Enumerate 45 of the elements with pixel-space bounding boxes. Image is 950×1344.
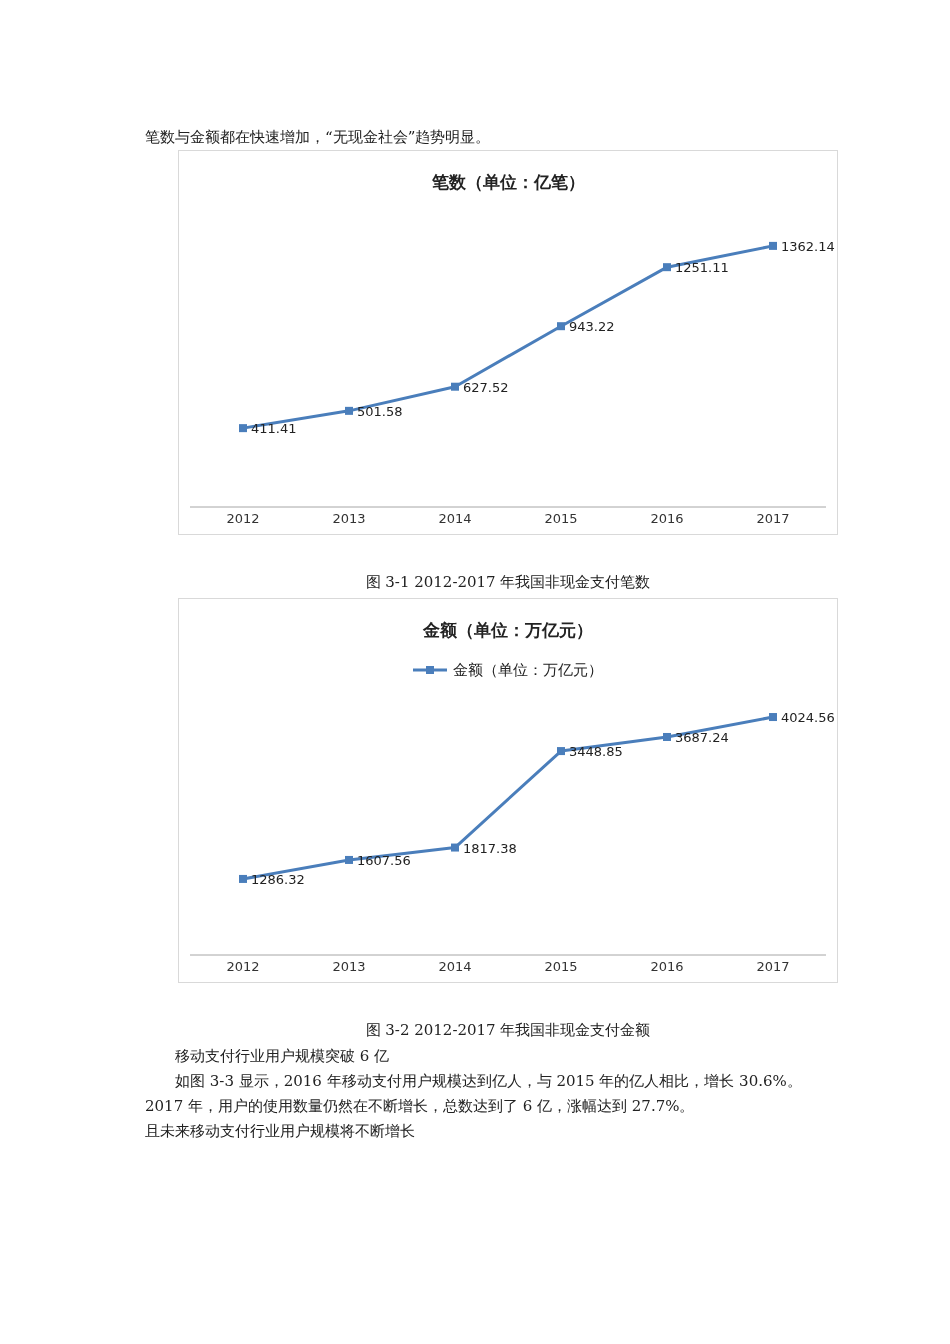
point bbox=[769, 241, 777, 250]
text: 笔数与金额都在快速增加，“无现金社会”趋势明显。 bbox=[145, 127, 492, 148]
point bbox=[239, 424, 247, 433]
x-tick-label: 2013 bbox=[332, 959, 366, 974]
x-tick-label: 2012 bbox=[226, 959, 260, 974]
data-label: 1362.14 bbox=[781, 238, 835, 254]
x-tick-label: 2015 bbox=[544, 511, 578, 526]
point bbox=[451, 843, 459, 852]
legend-label: 金额（单位：万亿元） bbox=[453, 661, 603, 679]
data-label: 411.41 bbox=[251, 421, 297, 437]
chart-title: 笔数（单位：亿笔） bbox=[430, 172, 585, 192]
point bbox=[345, 855, 353, 864]
x-tick-label: 2017 bbox=[756, 511, 790, 526]
x-tick-label: 2017 bbox=[756, 959, 790, 974]
data-label: 627.52 bbox=[463, 379, 509, 395]
x-tick-label: 2013 bbox=[332, 511, 366, 526]
x-tick-label: 2012 bbox=[226, 511, 260, 526]
text: 如图 3-3 显示，2016 年移动支付用户规模达到亿人，与 2015 年的亿人相比，增长 30.6%。2017 年，用户的使用数量仍然在不断增长，总数达到了 6 亿，涨幅达到 27.7%。 bbox=[145, 1071, 803, 1117]
point bbox=[451, 382, 459, 391]
data-label: 3687.24 bbox=[675, 729, 729, 745]
x-tick-label: 2016 bbox=[650, 511, 684, 526]
x-tick-label: 2015 bbox=[544, 959, 578, 974]
point bbox=[663, 732, 671, 741]
data-label: 1817.38 bbox=[463, 840, 517, 856]
point bbox=[557, 747, 565, 756]
caption: 图 3-2 2012-2017 年我国非现金支付金额 bbox=[364, 1021, 652, 1040]
data-label: 943.22 bbox=[569, 319, 615, 335]
caption: 图 3-1 2012-2017 年我国非现金支付笔数 bbox=[364, 573, 652, 592]
point bbox=[345, 406, 353, 415]
text: 移动支付行业用户规模突破 6 亿 bbox=[174, 1046, 391, 1067]
point bbox=[557, 322, 565, 331]
x-tick-label: 2014 bbox=[438, 511, 472, 526]
point bbox=[769, 713, 777, 722]
x-tick-label: 2014 bbox=[438, 959, 472, 974]
data-label: 3448.85 bbox=[569, 744, 623, 760]
point bbox=[239, 874, 247, 883]
data-label: 1251.11 bbox=[675, 260, 729, 276]
point bbox=[663, 263, 671, 272]
data-label: 1607.56 bbox=[357, 852, 411, 868]
x-tick-label: 2016 bbox=[650, 959, 684, 974]
data-label: 1286.32 bbox=[251, 871, 305, 887]
chart-title: 金额（单位：万亿元） bbox=[422, 620, 593, 640]
data-label: 501.58 bbox=[357, 403, 403, 419]
text: 且未来移动支付行业用户规模将不断增长 bbox=[145, 1121, 416, 1142]
data-label: 4024.56 bbox=[781, 710, 835, 726]
